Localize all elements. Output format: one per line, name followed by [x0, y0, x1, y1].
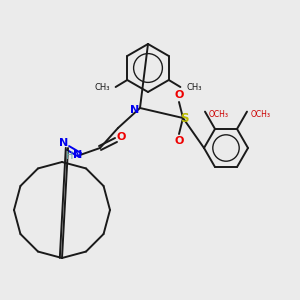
Text: S: S [180, 112, 188, 124]
Text: OCH₃: OCH₃ [209, 110, 229, 119]
Text: H: H [66, 151, 74, 161]
Text: N: N [74, 150, 82, 160]
Text: CH₃: CH₃ [94, 82, 110, 91]
Text: O: O [174, 136, 184, 146]
Text: O: O [116, 132, 126, 142]
Text: N: N [130, 105, 140, 115]
Text: CH₃: CH₃ [186, 82, 202, 91]
Text: N: N [59, 138, 69, 148]
Text: O: O [174, 90, 184, 100]
Text: OCH₃: OCH₃ [251, 110, 271, 119]
